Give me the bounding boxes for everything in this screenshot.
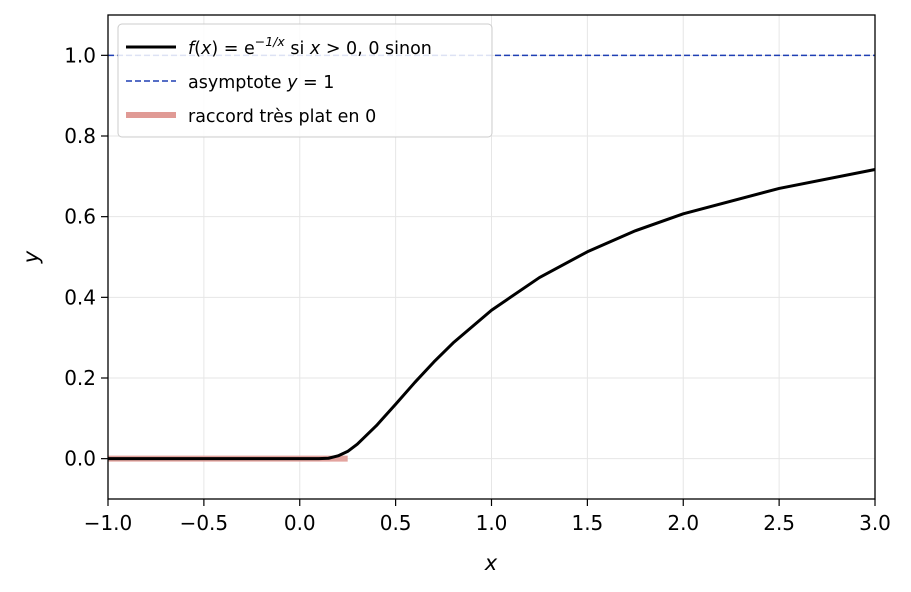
ticks: −1.0 −0.5 0.0 0.5 1.0 1.5 2.0 2.5 3.0 0.0 0.2 0.4 0.… xyxy=(64,43,891,535)
y-axis-label: y xyxy=(19,250,43,264)
x-tick-label: 1.5 xyxy=(571,511,603,535)
y-tick-label: 0.2 xyxy=(64,366,96,390)
series-line-function xyxy=(108,168,876,461)
x-tick-label: −1.0 xyxy=(84,511,133,535)
legend-label-asymptote: asymptote y = 1 xyxy=(188,73,334,93)
y-tick-label: 0.0 xyxy=(64,447,96,471)
legend-label-raccord: raccord très plat en 0 xyxy=(188,107,376,127)
x-tick-label: 1.0 xyxy=(476,511,508,535)
y-tick-label: 0.4 xyxy=(64,285,96,309)
legend-label-function: f(x) = e−1/x si x > 0, 0 sinon xyxy=(188,34,432,59)
x-tick-label: 3.0 xyxy=(859,511,891,535)
legend-box xyxy=(117,23,493,138)
x-axis-label: x xyxy=(484,551,498,575)
x-tick-label: 0.5 xyxy=(380,511,412,535)
y-tick-label: 0.8 xyxy=(64,124,96,148)
x-tick-label: −0.5 xyxy=(180,511,229,535)
x-tick-label: 2.0 xyxy=(667,511,699,535)
legend: f(x) = e−1/x si x > 0, 0 sinon asymptote… xyxy=(117,23,493,138)
y-tick-label: 1.0 xyxy=(64,43,96,67)
y-tick-label: 0.6 xyxy=(64,205,96,229)
x-tick-label: 2.5 xyxy=(763,511,795,535)
x-tick-label: 0.0 xyxy=(284,511,316,535)
